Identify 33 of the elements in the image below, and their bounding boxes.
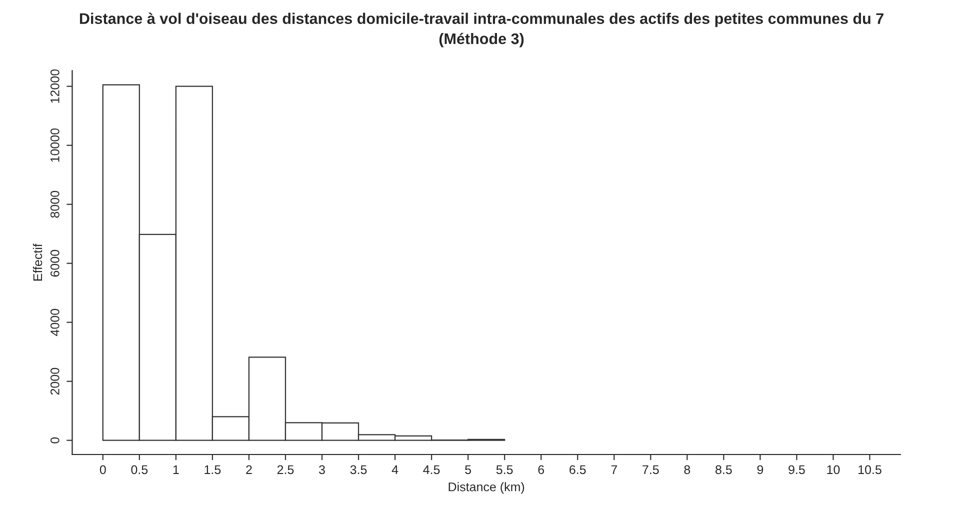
x-axis-title: Distance (km) xyxy=(448,482,524,494)
y-tick-label: 8000 xyxy=(50,190,60,218)
x-tick-label: 0.5 xyxy=(131,465,148,474)
y-axis-title: Effectif xyxy=(32,244,42,281)
x-tick-label: 4 xyxy=(392,465,398,474)
x-tick-label: 2 xyxy=(246,465,252,474)
x-tick-label: 5 xyxy=(465,465,472,474)
x-tick-label: 6 xyxy=(538,465,544,474)
x-tick-label: 1 xyxy=(173,465,179,474)
y-tick-label: 10000 xyxy=(50,128,60,162)
x-tick-label: 9.5 xyxy=(788,465,805,474)
x-tick-label: 3.5 xyxy=(350,465,367,474)
x-tick-label: 6.5 xyxy=(570,465,586,474)
x-tick-label: 1.5 xyxy=(204,465,221,474)
y-tick-label: 4000 xyxy=(50,308,60,336)
x-tick-label: 8 xyxy=(684,465,690,474)
x-tick-label: 5.5 xyxy=(496,465,513,474)
y-tick-label: 0 xyxy=(50,437,60,444)
x-tick-label: 3 xyxy=(318,465,325,474)
x-tick-label: 10.5 xyxy=(858,465,882,474)
x-tick-label: 7 xyxy=(611,465,617,474)
x-tick-label: 8.5 xyxy=(716,465,732,474)
y-tick-label: 12000 xyxy=(50,69,60,103)
x-tick-label: 2.5 xyxy=(277,465,294,474)
chart-subtitle: (Méthode 3) xyxy=(439,32,524,48)
x-tick-label: 7.5 xyxy=(642,465,659,474)
y-tick-label: 6000 xyxy=(50,250,60,277)
x-tick-label: 0 xyxy=(100,465,106,474)
y-tick-label: 2000 xyxy=(50,368,60,395)
x-tick-label: 10 xyxy=(827,465,840,474)
x-tick-label: 9 xyxy=(757,465,764,474)
chart-title: Distance à vol d'oiseau des distances domicile-travail intra-communales des actifs des petites communes du 7 xyxy=(80,12,884,27)
x-tick-label: 4.5 xyxy=(423,465,440,474)
